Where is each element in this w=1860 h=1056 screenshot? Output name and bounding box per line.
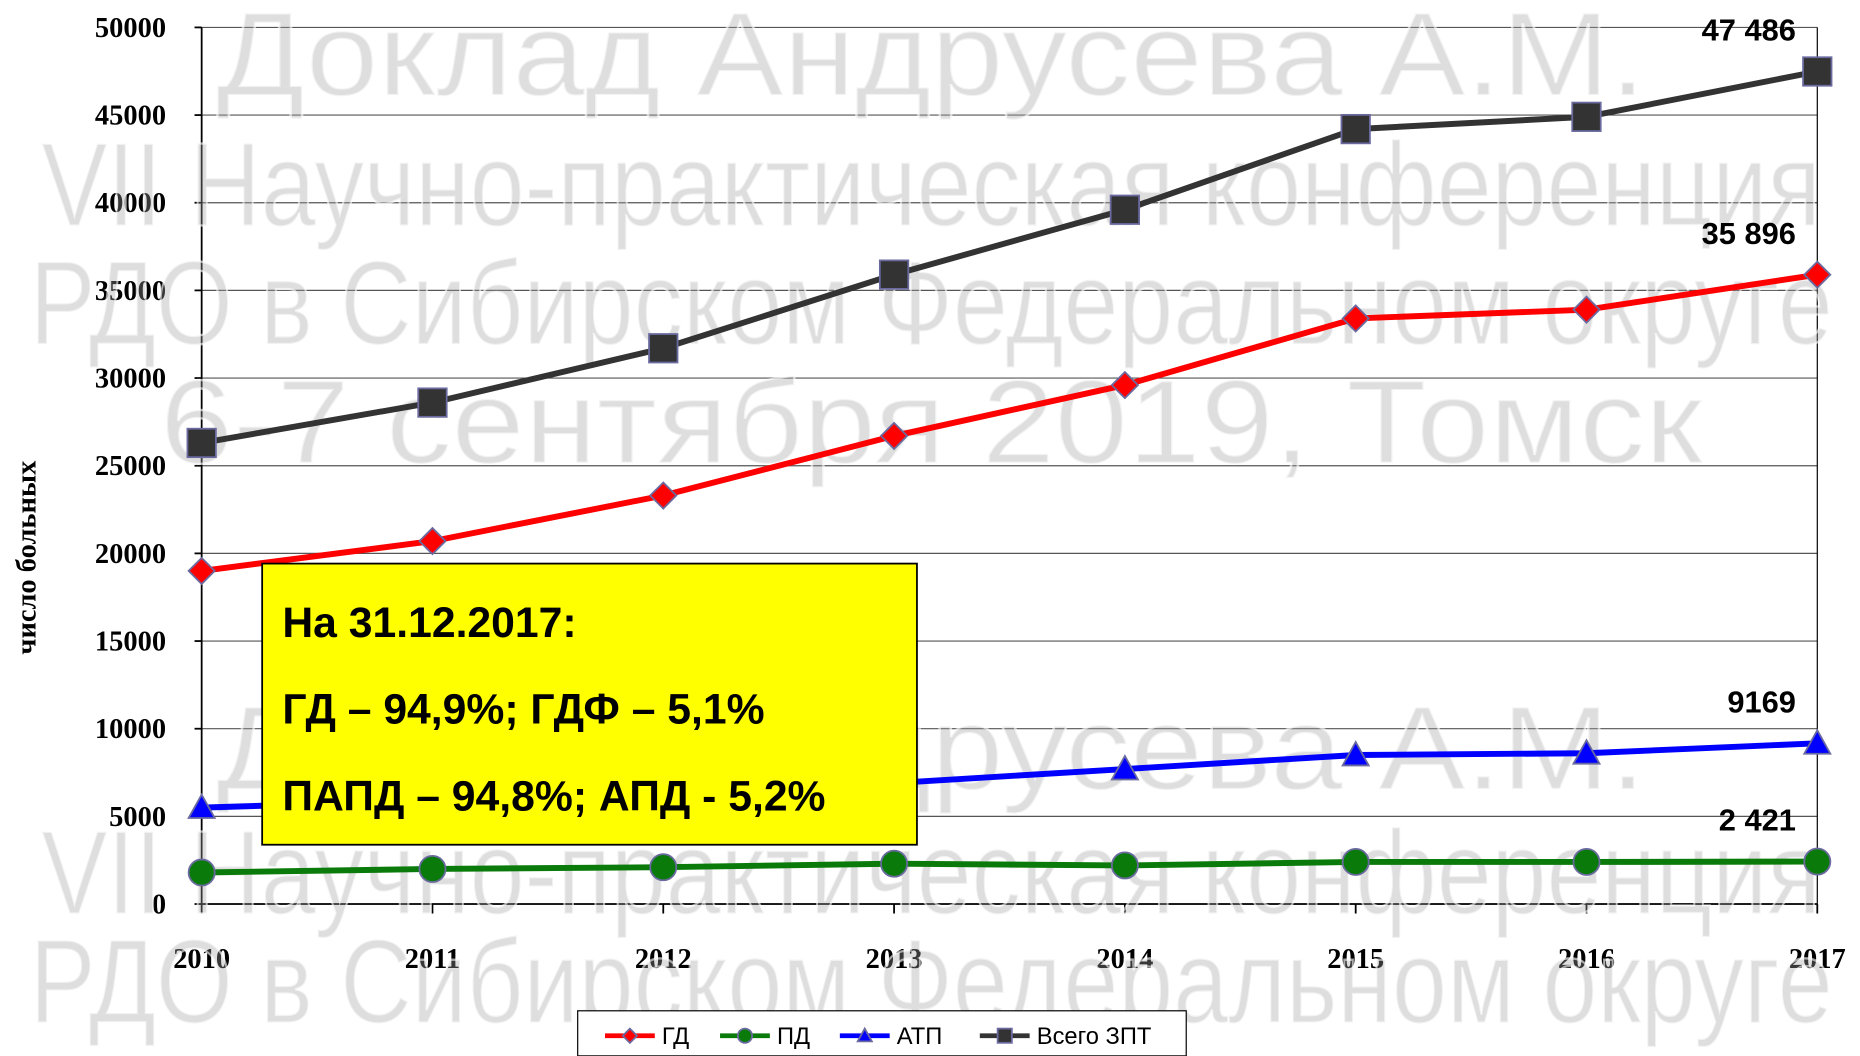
marker	[186, 427, 217, 459]
marker	[1571, 101, 1602, 132]
legend-item: Всего ЗПТ	[979, 1024, 1152, 1050]
marker	[648, 481, 678, 510]
marker	[187, 858, 216, 887]
marker	[736, 1027, 753, 1044]
legend-label: ГД	[662, 1024, 689, 1050]
marker	[1571, 738, 1602, 765]
series-line	[201, 858, 1818, 876]
y-tick-label: 5000	[109, 802, 166, 833]
marker	[1802, 56, 1833, 87]
y-tick-label: 25000	[95, 451, 166, 482]
legend-item: АТП	[839, 1024, 943, 1050]
marker	[879, 421, 909, 451]
data-label: 47 486	[1702, 13, 1796, 48]
marker	[621, 1027, 639, 1045]
marker	[418, 526, 447, 556]
y-tick-label: 50000	[95, 13, 166, 44]
legend-label: АТП	[897, 1024, 943, 1050]
data-label: 2 421	[1719, 803, 1796, 838]
marker	[1572, 848, 1601, 876]
marker	[880, 849, 909, 878]
marker	[1110, 851, 1139, 880]
y-tick-label: 40000	[95, 188, 166, 219]
series-line	[201, 271, 1818, 574]
marker	[878, 259, 910, 290]
marker	[1110, 754, 1140, 781]
x-tick-label: 2015	[1327, 944, 1384, 975]
marker	[1340, 113, 1371, 145]
x-tick-label: 2014	[1096, 944, 1153, 975]
watermark: 6-7 сентября 2019, Томск	[160, 357, 1703, 489]
marker	[648, 333, 679, 364]
y-tick-label: 10000	[95, 714, 166, 745]
marker	[1803, 847, 1832, 876]
marker	[856, 1026, 874, 1043]
y-tick-label: 30000	[95, 364, 166, 395]
x-tick-label: 2017	[1789, 944, 1846, 975]
x-tick-label: 2012	[635, 944, 692, 975]
watermark: VII Научно-практическая конференция	[42, 120, 1821, 252]
marker	[1341, 740, 1371, 767]
marker	[649, 853, 678, 882]
watermark: РДО в Сибирском Федеральном округе	[30, 238, 1833, 370]
marker	[1802, 260, 1832, 289]
marker	[996, 1027, 1013, 1044]
y-axis-label: число больных	[12, 460, 43, 655]
marker	[1802, 728, 1832, 755]
watermark: Доклад Андрусева А.М.	[216, 0, 1645, 121]
marker	[187, 792, 217, 819]
legend-item: ПД	[720, 1024, 810, 1050]
marker	[1572, 295, 1601, 324]
marker	[1341, 304, 1370, 333]
marker	[187, 556, 216, 586]
y-tick-label: 0	[152, 890, 166, 921]
series-line	[201, 68, 1818, 446]
legend-label: Всего ЗПТ	[1037, 1024, 1152, 1050]
legend-label: ПД	[777, 1024, 810, 1050]
y-tick-label: 45000	[95, 101, 166, 132]
data-label: 9169	[1727, 684, 1796, 719]
legend-item: ГД	[604, 1024, 689, 1050]
annotation-text: На 31.12.2017:	[282, 599, 576, 647]
y-tick-label: 15000	[95, 627, 166, 658]
marker	[1341, 848, 1370, 876]
x-tick-label: 2011	[405, 944, 460, 975]
marker	[1109, 194, 1141, 225]
data-label: 35 896	[1702, 216, 1796, 251]
x-tick-label: 2010	[173, 944, 230, 975]
annotation-text: ГД – 94,9%; ГДФ – 5,1%	[282, 686, 764, 734]
annotation-box	[261, 562, 918, 846]
marker	[1110, 370, 1140, 400]
y-tick-label: 20000	[95, 539, 166, 570]
x-tick-label: 2013	[866, 944, 923, 975]
marker	[417, 387, 448, 418]
annotation-text: ПАПД – 94,8%; АПД - 5,2%	[282, 772, 825, 820]
y-tick-label: 35000	[95, 276, 166, 307]
marker	[418, 855, 447, 883]
x-tick-label: 2016	[1558, 944, 1615, 975]
